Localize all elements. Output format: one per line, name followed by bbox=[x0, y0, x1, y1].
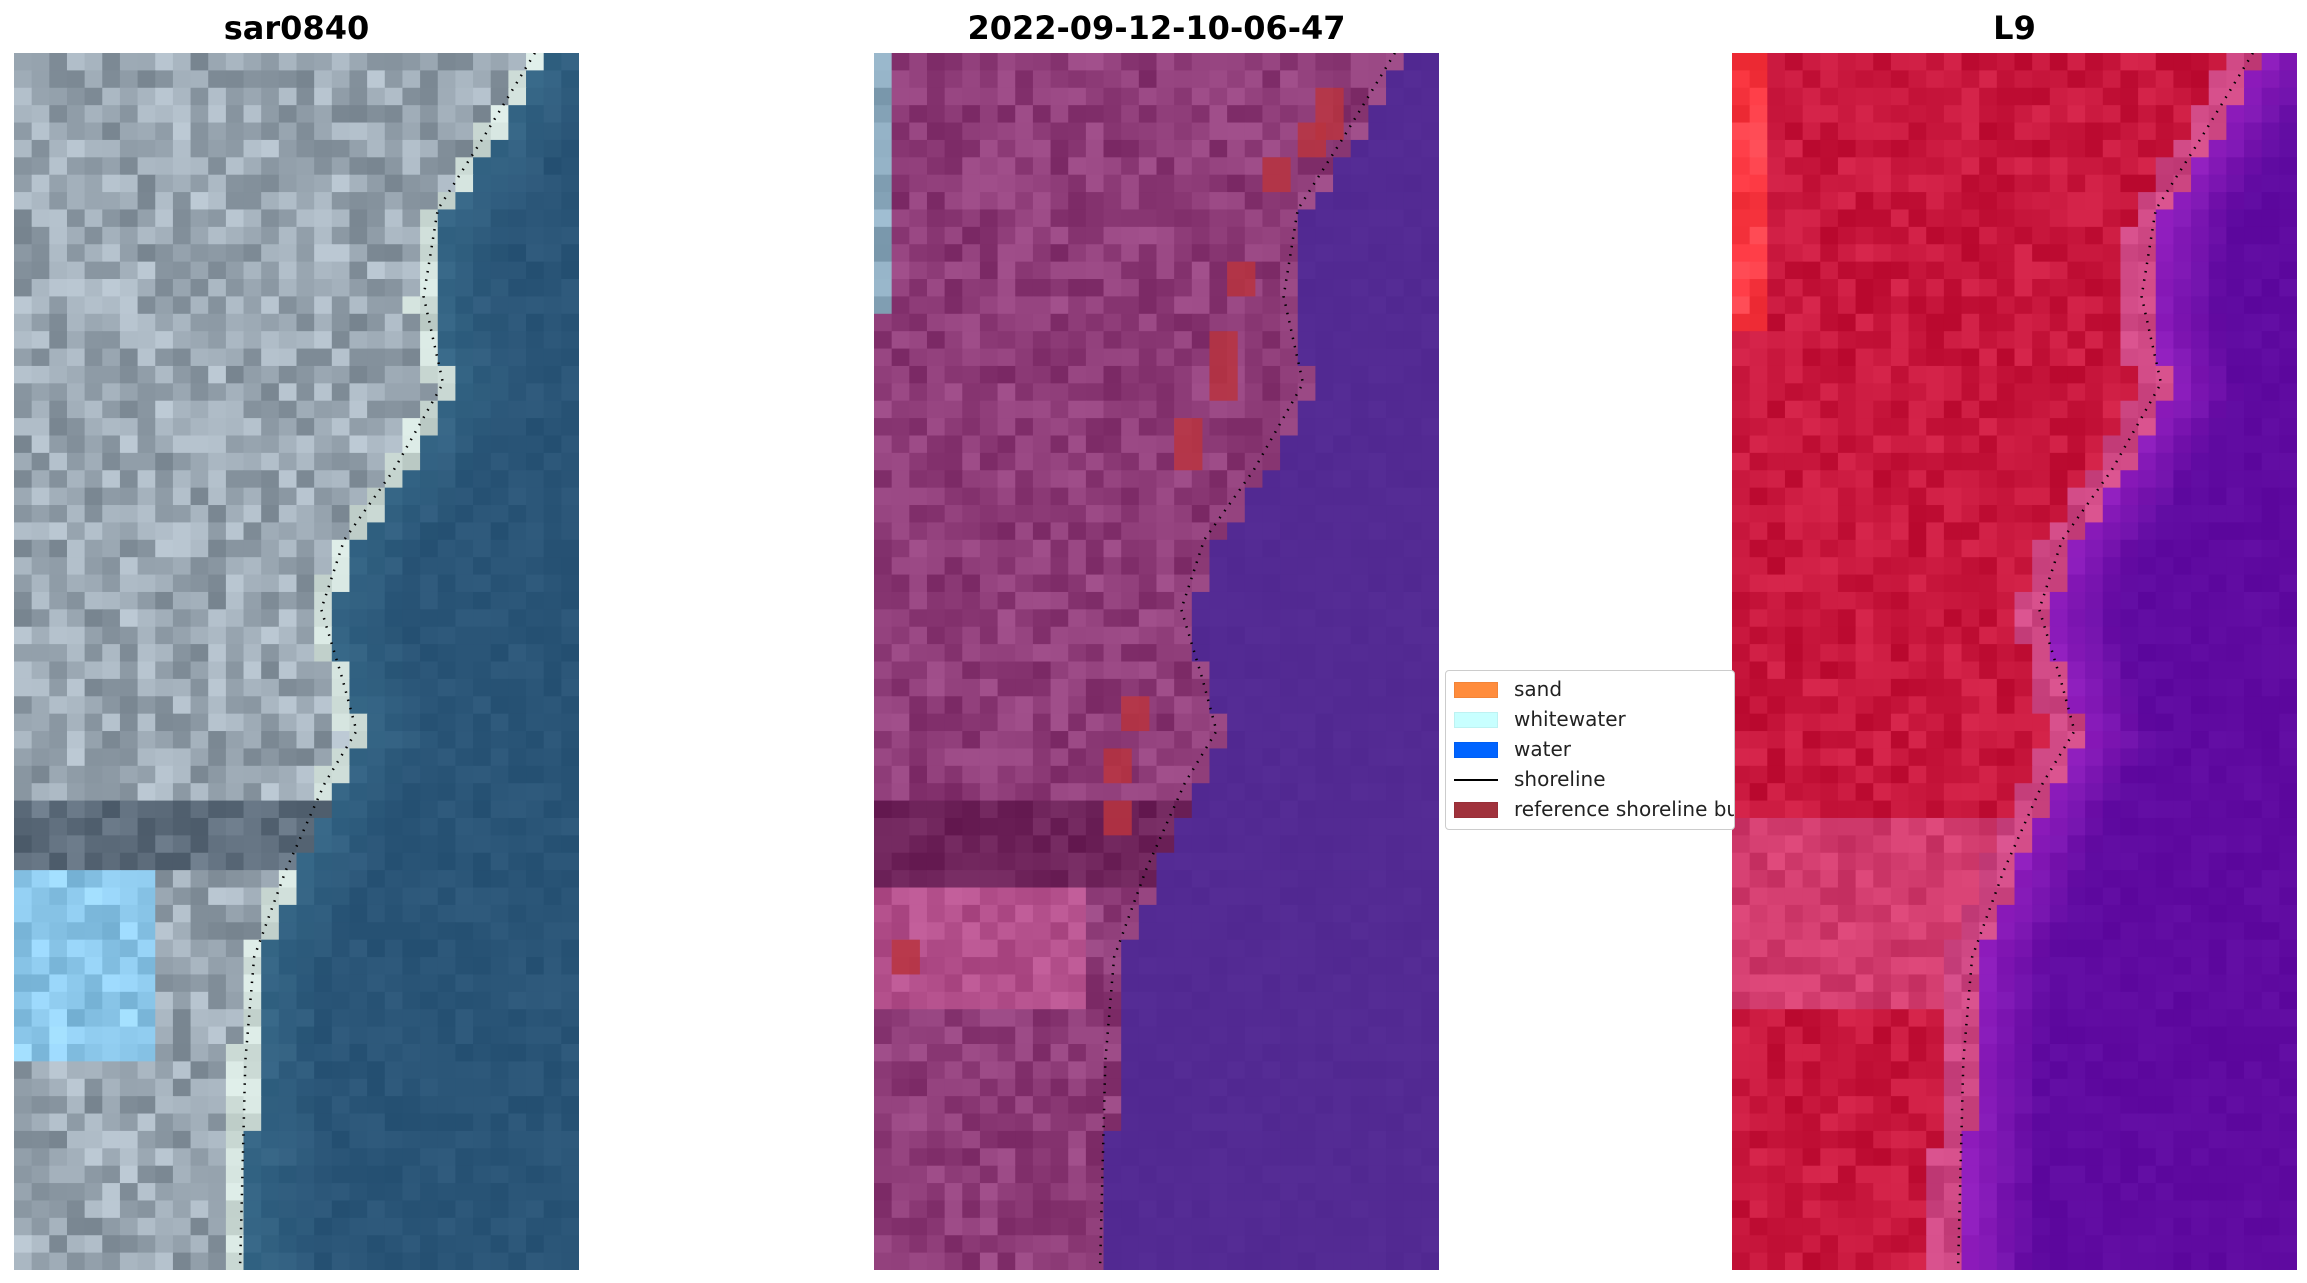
legend-swatch-sand bbox=[1454, 682, 1498, 698]
legend-label-sand: sand bbox=[1514, 677, 1563, 701]
panel-title-l9: L9 bbox=[1993, 9, 2036, 47]
satellite-image-rgb bbox=[14, 53, 579, 1270]
panel-title-date: 2022-09-12-10-06-47 bbox=[967, 9, 1346, 47]
legend-item-shoreline: shoreline bbox=[1454, 765, 1734, 793]
legend-item-reference-buffer: reference shoreline buffer bbox=[1454, 795, 1734, 823]
panel-rgb: sar0840 bbox=[14, 0, 579, 1283]
panel-title-rgb: sar0840 bbox=[223, 9, 370, 47]
legend-label-shoreline: shoreline bbox=[1514, 767, 1606, 791]
legend-item-water: water bbox=[1454, 735, 1734, 763]
legend-label-water: water bbox=[1514, 737, 1571, 761]
legend-line-shoreline bbox=[1454, 779, 1498, 781]
panel-l9: L9 bbox=[1732, 0, 2297, 1283]
legend-item-whitewater: whitewater bbox=[1454, 705, 1734, 733]
legend-label-reference-buffer: reference shoreline buffer bbox=[1514, 797, 1734, 821]
legend-swatch-water bbox=[1454, 742, 1498, 758]
legend-label-whitewater: whitewater bbox=[1514, 707, 1626, 731]
panel-classified: 2022-09-12-10-06-47 bbox=[874, 0, 1439, 1283]
legend-swatch-reference-buffer bbox=[1454, 802, 1498, 818]
legend: sand whitewater water shoreline referenc… bbox=[1445, 670, 1735, 830]
classified-image bbox=[874, 53, 1439, 1270]
legend-swatch-whitewater bbox=[1454, 712, 1498, 728]
false-color-image-l9 bbox=[1732, 53, 2297, 1270]
legend-item-sand: sand bbox=[1454, 675, 1734, 703]
